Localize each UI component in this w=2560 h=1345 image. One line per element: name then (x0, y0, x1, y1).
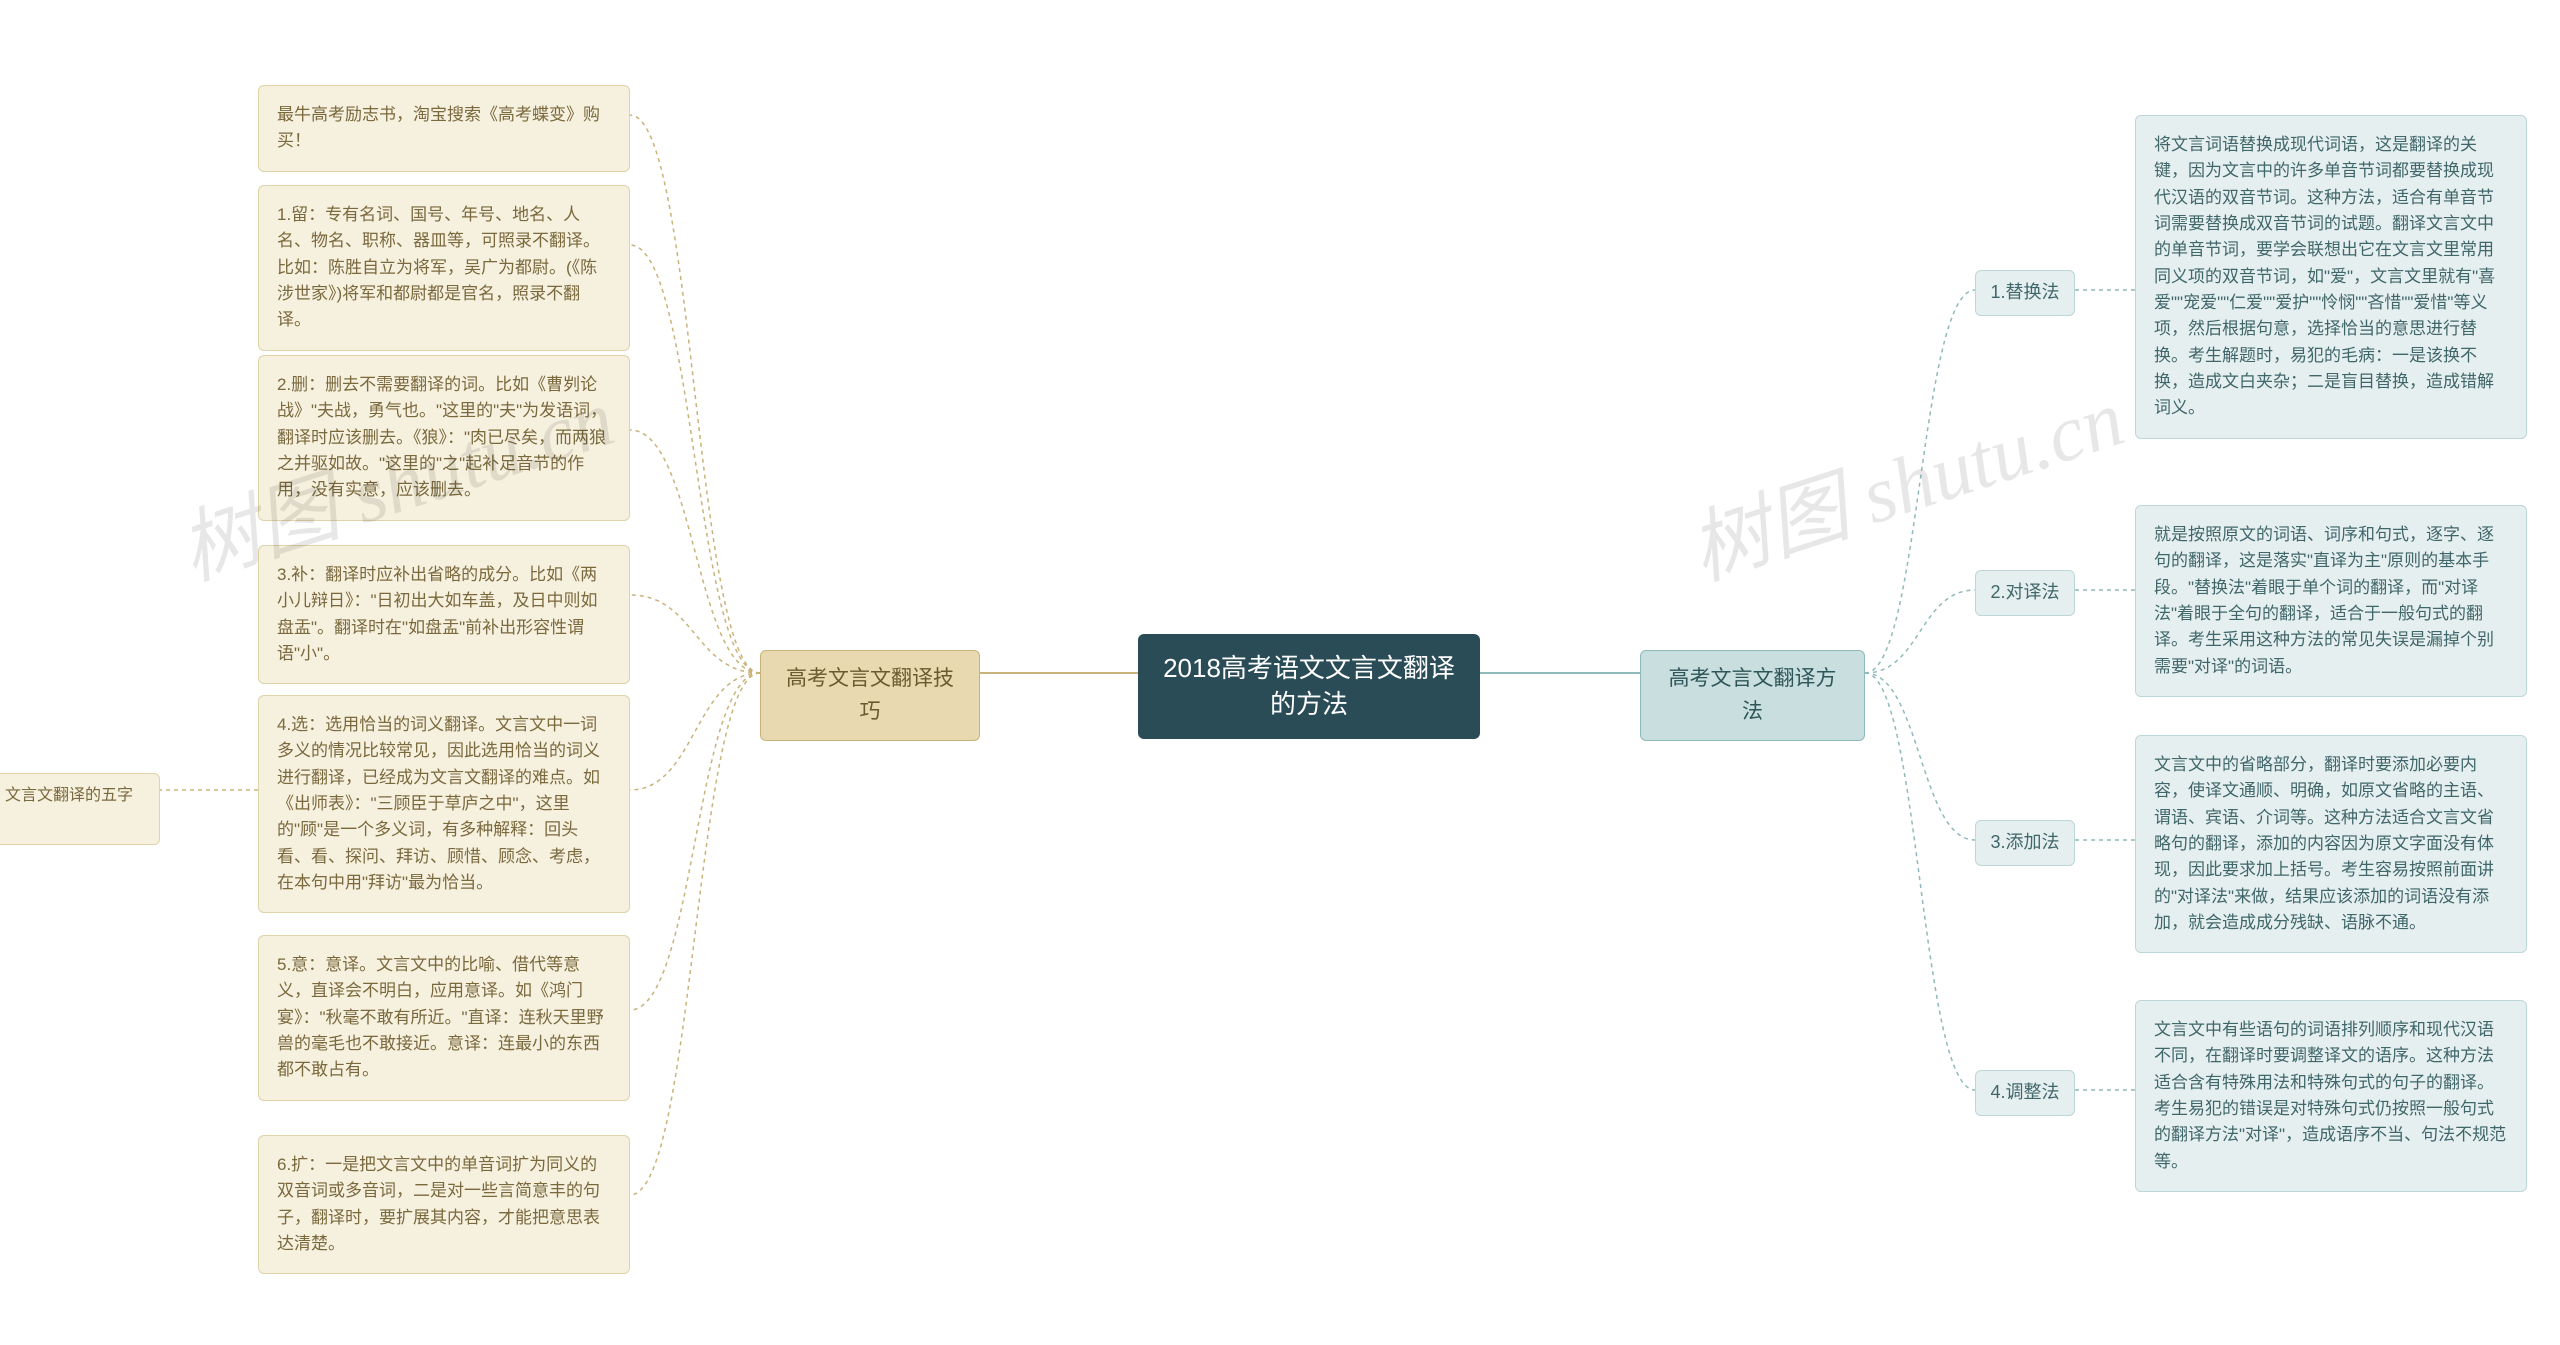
root-title: 2018高考语文文言文翻译的方法 (1163, 653, 1455, 719)
right-branch-label: 高考文言文翻译方法 (1669, 667, 1837, 723)
left-leaf-2: 1.留：专有名词、国号、年号、地名、人名、物名、职称、器皿等，可照录不翻译。比如… (258, 185, 630, 351)
left-leaf-1-text: 最牛高考励志书，淘宝搜索《高考蝶变》购买！ (277, 105, 600, 150)
right-text-3: 文言文中的省略部分，翻译时要添加必要内容，使译文通顺、明确，如原文省略的主语、谓… (2135, 735, 2527, 953)
right-label-4-text: 4.调整法 (1990, 1082, 2059, 1102)
left-branch-label: 高考文言文翻译技巧 (786, 667, 954, 723)
right-label-2: 2.对译法 (1975, 570, 2075, 616)
left-leaf-6: 5.意：意译。文言文中的比喻、借代等意义，直译会不明白，应用意译。如《鸿门宴》：… (258, 935, 630, 1101)
left-leaf-3-text: 2.删：删去不需要翻译的词。比如《曹刿论战》"夫战，勇气也。"这里的"夫"为发语… (277, 375, 607, 499)
right-text-1-content: 将文言词语替换成现代词语，这是翻译的关键，因为文言中的许多单音节词都要替换成现代… (2154, 135, 2495, 417)
right-text-2-content: 就是按照原文的词语、词序和句式，逐字、逐句的翻译，这是落实"直译为主"原则的基本… (2154, 525, 2494, 676)
right-label-4: 4.调整法 (1975, 1070, 2075, 1116)
right-text-4: 文言文中有些语句的词语排列顺序和现代汉语不同，在翻译时要调整译文的语序。这种方法… (2135, 1000, 2527, 1192)
left-leaf-7-text: 6.扩：一是把文言文中的单音词扩为同义的双音词或多音词，二是对一些言简意丰的句子… (277, 1155, 600, 1253)
right-text-1: 将文言词语替换成现代词语，这是翻译的关键，因为文言中的许多单音节词都要替换成现代… (2135, 115, 2527, 439)
right-text-2: 就是按照原文的词语、词序和句式，逐字、逐句的翻译，这是落实"直译为主"原则的基本… (2135, 505, 2527, 697)
right-text-3-content: 文言文中的省略部分，翻译时要添加必要内容，使译文通顺、明确，如原文省略的主语、谓… (2154, 755, 2494, 932)
right-branch: 高考文言文翻译方法 (1640, 650, 1865, 741)
left-leaf-2-text: 1.留：专有名词、国号、年号、地名、人名、物名、职称、器皿等，可照录不翻译。比如… (277, 205, 600, 329)
left-leaf-4-text: 3.补：翻译时应补出省略的成分。比如《两小儿辩日》："日初出大如车盖，及日中则如… (277, 565, 598, 663)
left-footer-text: 小编推荐：文言文翻译的五字要诀 (0, 787, 133, 829)
right-label-1: 1.替换法 (1975, 270, 2075, 316)
left-leaf-5: 4.选：选用恰当的词义翻译。文言文中一词多义的情况比较常见，因此选用恰当的词义进… (258, 695, 630, 913)
right-label-3-text: 3.添加法 (1990, 832, 2059, 852)
left-leaf-3: 2.删：删去不需要翻译的词。比如《曹刿论战》"夫战，勇气也。"这里的"夫"为发语… (258, 355, 630, 521)
left-footer: 小编推荐：文言文翻译的五字要诀 (0, 773, 160, 845)
watermark-right: 树图 shutu.cn (1673, 353, 2136, 602)
left-branch: 高考文言文翻译技巧 (760, 650, 980, 741)
left-leaf-5-text: 4.选：选用恰当的词义翻译。文言文中一词多义的情况比较常见，因此选用恰当的词义进… (277, 715, 600, 892)
right-label-1-text: 1.替换法 (1990, 282, 2059, 302)
left-leaf-6-text: 5.意：意译。文言文中的比喻、借代等意义，直译会不明白，应用意译。如《鸿门宴》：… (277, 955, 604, 1079)
right-label-2-text: 2.对译法 (1990, 582, 2059, 602)
left-leaf-1: 最牛高考励志书，淘宝搜索《高考蝶变》购买！ (258, 85, 630, 172)
right-text-4-content: 文言文中有些语句的词语排列顺序和现代汉语不同，在翻译时要调整译文的语序。这种方法… (2154, 1020, 2506, 1171)
root-node: 2018高考语文文言文翻译的方法 (1138, 634, 1480, 739)
right-label-3: 3.添加法 (1975, 820, 2075, 866)
left-leaf-4: 3.补：翻译时应补出省略的成分。比如《两小儿辩日》："日初出大如车盖，及日中则如… (258, 545, 630, 684)
left-leaf-7: 6.扩：一是把文言文中的单音词扩为同义的双音词或多音词，二是对一些言简意丰的句子… (258, 1135, 630, 1274)
